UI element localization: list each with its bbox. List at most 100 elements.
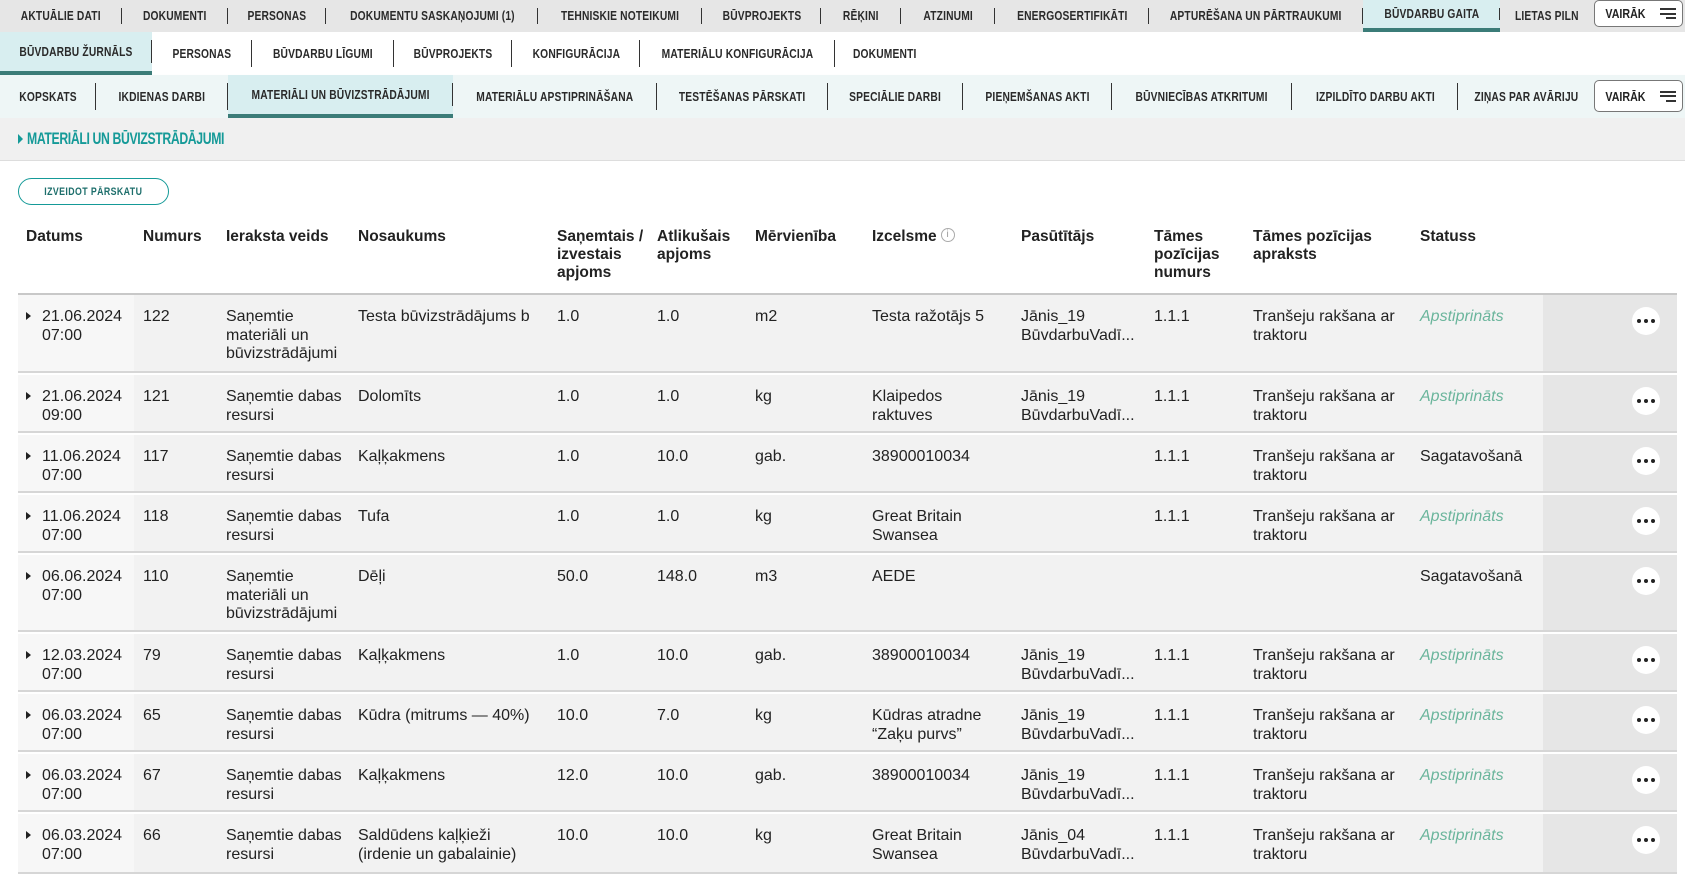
create-report-button[interactable]: IZVEIDOT PĀRSKATU	[18, 178, 169, 205]
time: 07:00	[42, 526, 83, 544]
cell-pos-no: 1.1.1	[1154, 508, 1190, 525]
expand-row-icon[interactable]	[26, 392, 31, 400]
more-actions-button[interactable]	[1632, 447, 1660, 475]
info-icon[interactable]: i	[940, 228, 955, 242]
cell-customer: Jānis_19 BūvdarbuVadī...	[1021, 707, 1135, 743]
expand-row-icon[interactable]	[26, 711, 31, 719]
column-header[interactable]: Tāmes pozīcijas apraksts	[1253, 228, 1413, 264]
tab-label: IZPILDĪTO DARBU AKTI	[1315, 89, 1435, 104]
table-row[interactable]: 11.06.2024 07:00 117 Saņemtie dabas resursi…	[18, 435, 1677, 493]
column-header[interactable]: Saņemtais / izvestais apjoms	[557, 228, 647, 282]
tab-apturēšana-un-pārtraukumi[interactable]: APTURĒŠANA UN PĀRTRAUKUMI	[1149, 0, 1363, 32]
menu-icon	[1659, 90, 1676, 102]
more-button[interactable]: VAIRĀK	[1594, 80, 1683, 112]
more-actions-button[interactable]	[1632, 646, 1660, 674]
tab-konfigurācija[interactable]: KONFIGURĀCIJA	[512, 32, 640, 75]
more-actions-button[interactable]	[1632, 706, 1660, 734]
table-row[interactable]: 11.06.2024 07:00 118 Saņemtie dabas resursi…	[18, 495, 1677, 553]
cell-name: Kaļķakmens	[358, 448, 446, 465]
tab-būvdarbu-gaita[interactable]: BŪVDARBU GAITA	[1363, 0, 1500, 32]
tab-būvprojekts[interactable]: BŪVPROJEKTS	[394, 32, 512, 75]
cell-number: 121	[143, 388, 170, 405]
date: 06.03.2024	[42, 767, 123, 784]
tab-materiālu-apstiprināšana[interactable]: MATERIĀLU APSTIPRINĀŠANA	[453, 75, 657, 118]
table-row[interactable]: 06.03.2024 07:00 67 Saņemtie dabas resursi K…	[18, 754, 1677, 812]
cell-name: Testa būvizstrādājums b	[358, 308, 530, 325]
cell-number: 65	[143, 707, 161, 724]
tab-tehniskie-noteikumi[interactable]: TEHNISKIE NOTEIKUMI	[538, 0, 702, 32]
tab-būvniecības-atkritumi[interactable]: BŪVNIECĪBAS ATKRITUMI	[1112, 75, 1292, 118]
more-actions-button[interactable]	[1632, 507, 1660, 535]
tab-būvdarbu-žurnāls[interactable]: BŪVDARBU ŽURNĀLS	[0, 32, 152, 75]
more-actions-button[interactable]	[1632, 567, 1660, 595]
cell-customer: Jānis_04 BūvdarbuVadī...	[1021, 827, 1135, 863]
tab-materiālu-konfigurācija[interactable]: MATERIĀLU KONFIGURĀCIJA	[640, 32, 835, 75]
tab-testēšanas-pārskati[interactable]: TESTĒŠANAS PĀRSKATI	[657, 75, 828, 118]
column-header[interactable]: Pasūtītājs	[1021, 228, 1146, 246]
tab-label: PERSONAS	[172, 46, 232, 61]
tab-label: BŪVDARBU LĪGUMI	[273, 46, 373, 61]
actions-column-bg	[1543, 295, 1677, 371]
tab-speciālie-darbi[interactable]: SPECIĀLIE DARBI	[828, 75, 963, 118]
date-column-bg	[18, 295, 134, 371]
section-header: MATERIĀLI UN BŪVIZSTRĀDĀJUMI	[0, 118, 1685, 161]
cell-date: 11.06.2024 07:00	[42, 508, 121, 545]
more-actions-button[interactable]	[1632, 307, 1660, 335]
tab-label: AKTUĀLIE DATI	[21, 9, 101, 23]
tab-aktuālie-dati[interactable]: AKTUĀLIE DATI	[0, 0, 122, 32]
tab-ikdienas-darbi[interactable]: IKDIENAS DARBI	[96, 75, 228, 118]
expand-row-icon[interactable]	[26, 771, 31, 779]
cell-date: 06.03.2024 07:00	[42, 707, 122, 744]
column-header[interactable]: Datums	[26, 228, 131, 246]
expand-row-icon[interactable]	[26, 572, 31, 580]
column-header[interactable]: Mērvienība	[755, 228, 865, 246]
tab-izpildīto-darbu-akti[interactable]: IZPILDĪTO DARBU AKTI	[1292, 75, 1458, 118]
column-header[interactable]: Tāmes pozīcijas numurs	[1154, 228, 1249, 282]
tab-atzinumi[interactable]: ATZINUMI	[901, 0, 995, 32]
tab-dokumenti[interactable]: DOKUMENTI	[835, 32, 935, 75]
tab-rēķini[interactable]: RĒĶINI	[821, 0, 901, 32]
date-column-bg	[18, 694, 134, 750]
table-row[interactable]: 06.03.2024 07:00 66 Saņemtie dabas resursi S…	[18, 814, 1677, 874]
column-header[interactable]: Numurs	[143, 228, 218, 246]
column-header[interactable]: Statuss	[1420, 228, 1540, 246]
cell-number: 67	[143, 767, 161, 784]
tab-personas[interactable]: PERSONAS	[152, 32, 252, 75]
expand-row-icon[interactable]	[26, 651, 31, 659]
cell-pos-desc: Tranšeju rakšana ar traktoru	[1253, 508, 1395, 544]
tab-būvprojekts[interactable]: BŪVPROJEKTS	[702, 0, 821, 32]
tab-būvdarbu-līgumi[interactable]: BŪVDARBU LĪGUMI	[252, 32, 394, 75]
expand-row-icon[interactable]	[26, 312, 31, 320]
tab-label: BŪVNIECĪBAS ATKRITUMI	[1135, 89, 1269, 104]
tab-label: BŪVPROJEKTS	[722, 9, 801, 23]
cell-status: Apstiprināts	[1420, 827, 1504, 844]
tab-materiāli-un-būvizstrādājumi[interactable]: MATERIĀLI UN BŪVIZSTRĀDĀJUMI	[228, 75, 453, 118]
tab-energosertifikāti[interactable]: ENERGOSERTIFIKĀTI	[995, 0, 1149, 32]
tab-personas[interactable]: PERSONAS	[228, 0, 326, 32]
expand-row-icon[interactable]	[26, 512, 31, 520]
tab-pieņemšanas-akti[interactable]: PIEŅEMŠANAS AKTI	[963, 75, 1112, 118]
cell-date: 21.06.2024 09:00	[42, 388, 122, 425]
tab-ziņas-par-avāriju[interactable]: ZIŅAS PAR AVĀRIJU	[1458, 75, 1594, 118]
expand-row-icon[interactable]	[26, 452, 31, 460]
column-header[interactable]: Ieraksta veids	[226, 228, 351, 246]
table-row[interactable]: 21.06.2024 07:00 122 Saņemtie materiāli un …	[18, 295, 1677, 373]
tab-dokumenti[interactable]: DOKUMENTI	[122, 0, 228, 32]
expand-row-icon[interactable]	[26, 831, 31, 839]
more-actions-button[interactable]	[1632, 766, 1660, 794]
table-row[interactable]: 06.06.2024 07:00 110 Saņemtie materiāli un …	[18, 555, 1677, 632]
column-header[interactable]: Nosaukums	[358, 228, 548, 246]
column-header[interactable]: Atlikušais apjoms	[657, 228, 747, 264]
tab-dokumentu-saskaņojumi-1-[interactable]: DOKUMENTU SASKAŅOJUMI (1)	[326, 0, 538, 32]
tab-lietas-piln[interactable]: LIETAS PILN	[1500, 0, 1594, 32]
table-row[interactable]: 21.06.2024 09:00 121 Saņemtie dabas resursi…	[18, 375, 1677, 433]
more-actions-button[interactable]	[1632, 826, 1660, 854]
column-header[interactable]: Izcelsme i	[872, 228, 1012, 246]
table-row[interactable]: 12.03.2024 07:00 79 Saņemtie dabas resursi K…	[18, 634, 1677, 692]
more-button[interactable]: VAIRĀK	[1594, 0, 1683, 27]
more-actions-button[interactable]	[1632, 387, 1660, 415]
table-row[interactable]: 06.03.2024 07:00 65 Saņemtie dabas resursi K…	[18, 694, 1677, 752]
cell-type: Saņemtie materiāli un būvizstrādājumi	[226, 568, 338, 622]
tab-kopskats[interactable]: KOPSKATS	[0, 75, 96, 118]
cell-pos-no: 1.1.1	[1154, 767, 1190, 784]
